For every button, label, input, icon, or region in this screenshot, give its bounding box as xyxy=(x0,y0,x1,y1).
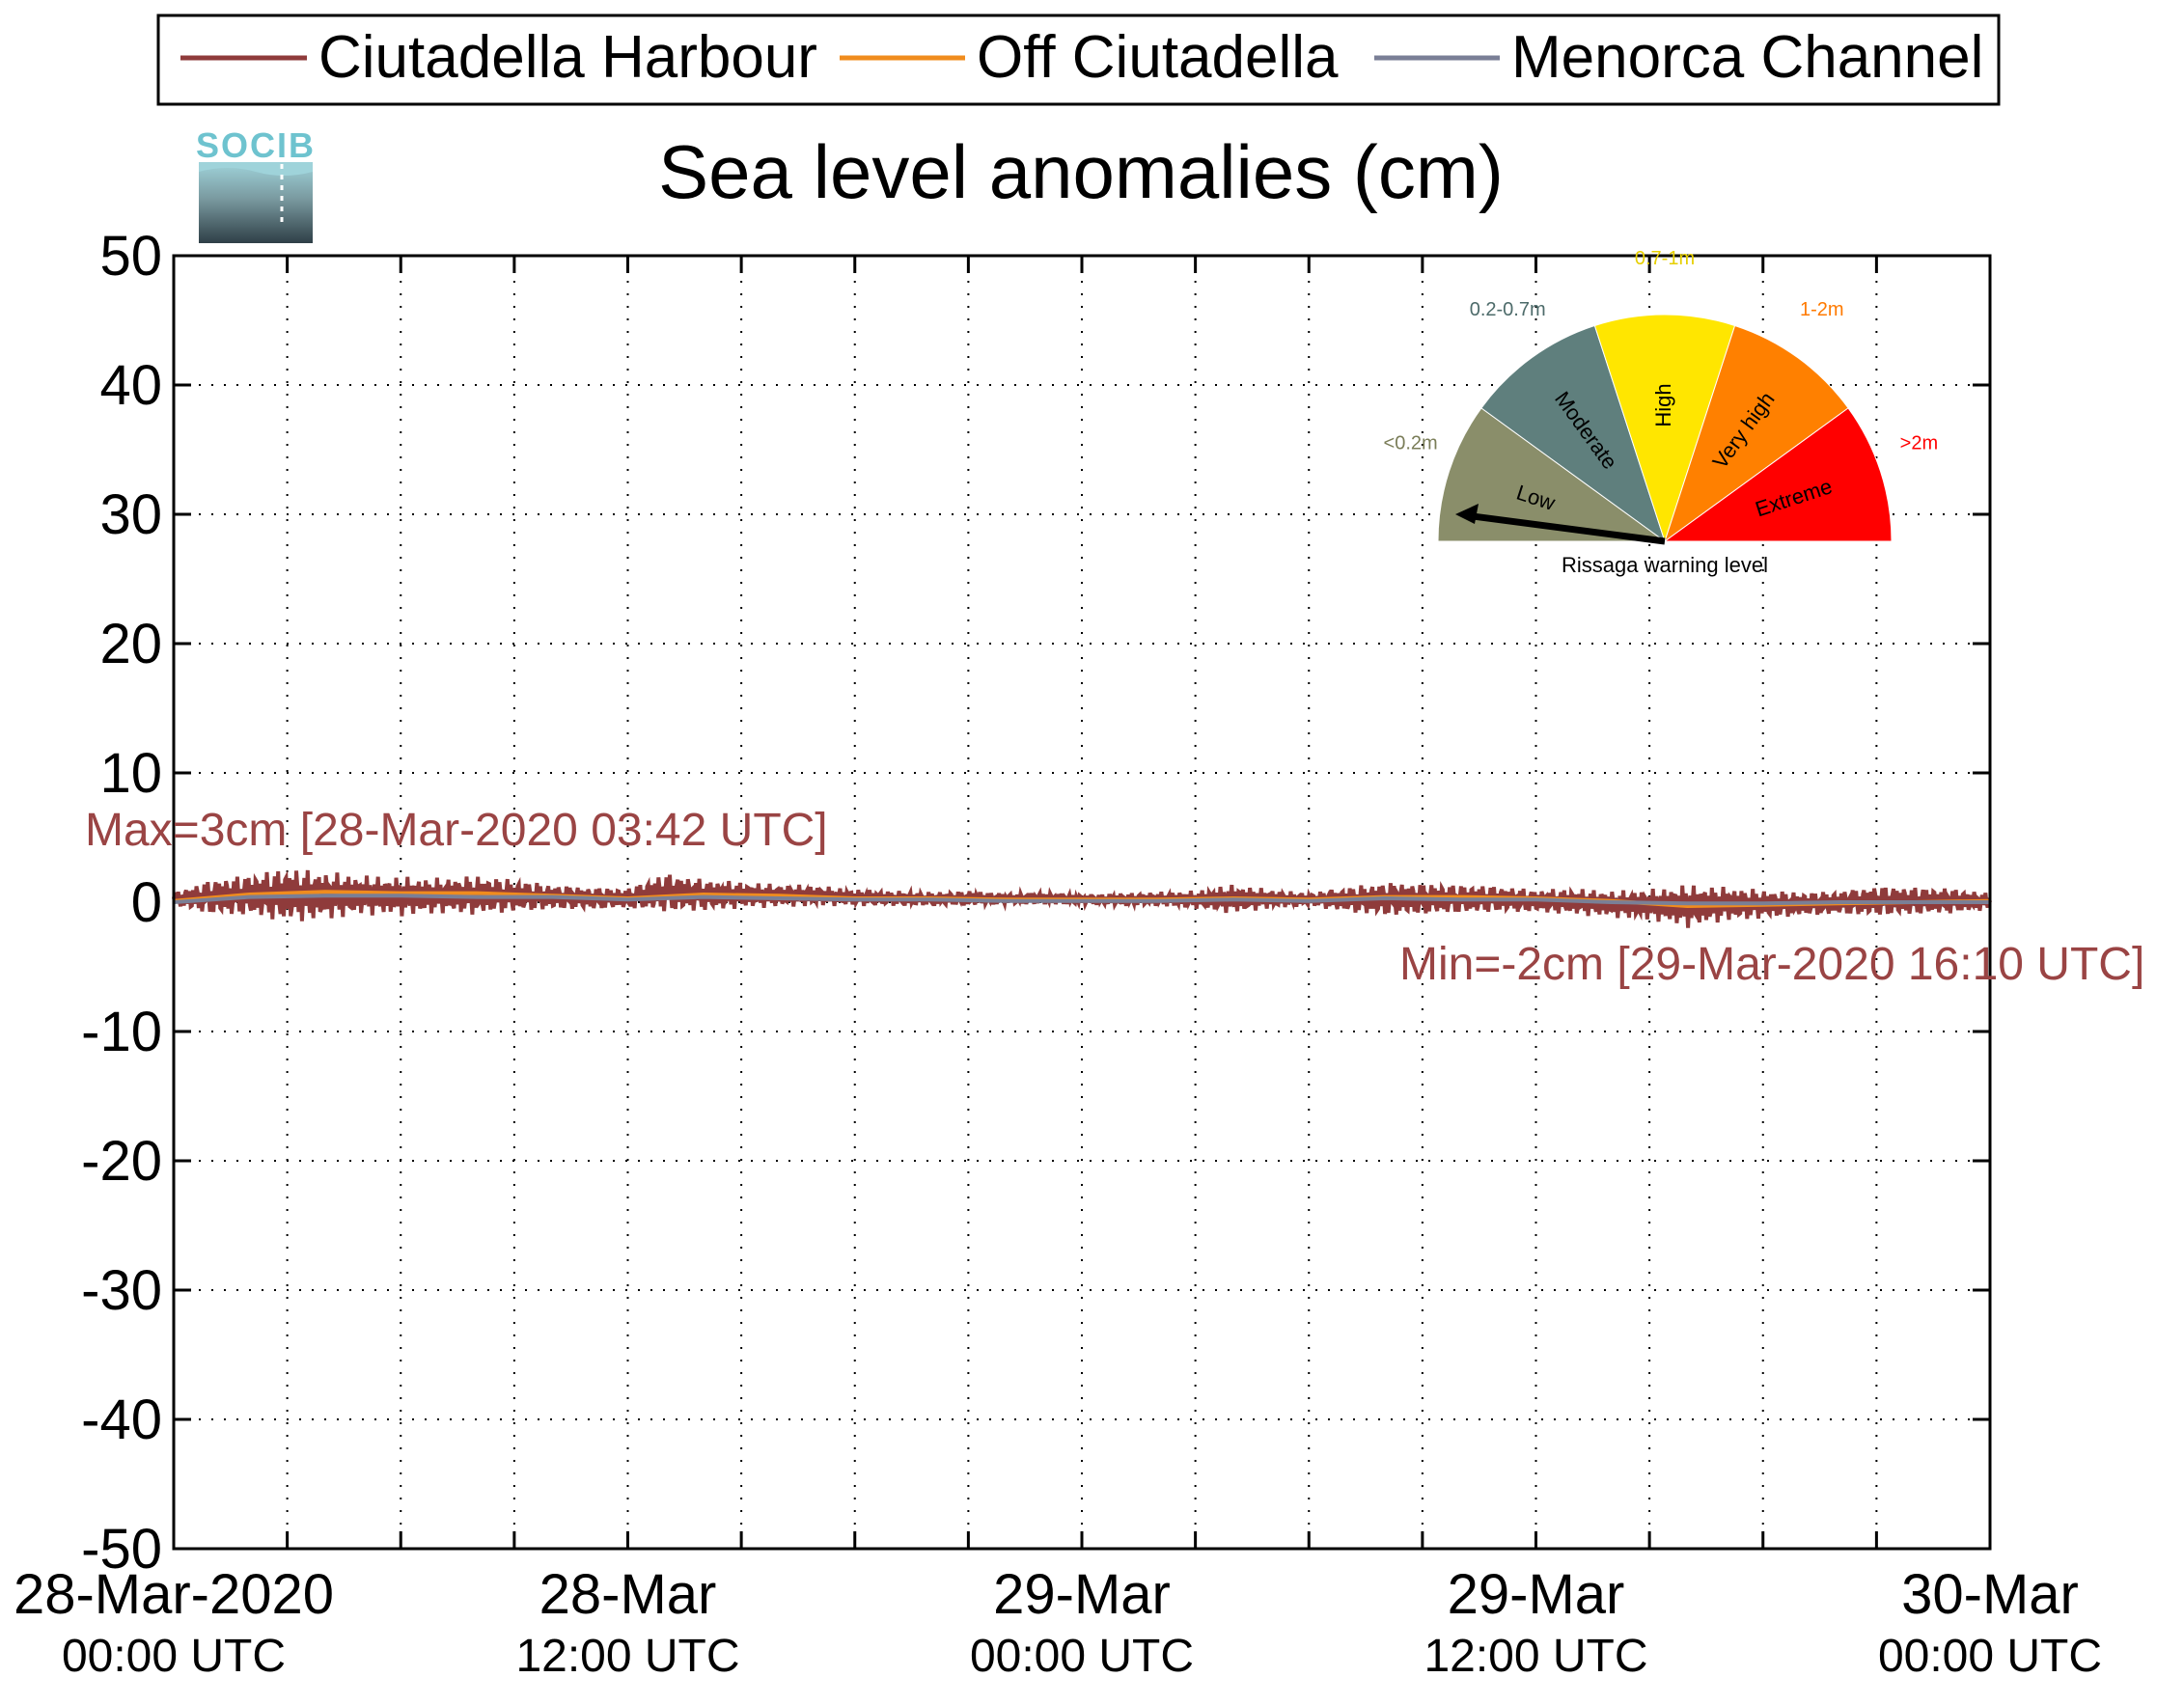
gauge-level-label: High xyxy=(1651,383,1675,426)
gauge-wedge-moderate xyxy=(1480,324,1666,543)
legend-label-ciutadella-harbour: Ciutadella Harbour xyxy=(318,24,817,91)
chart-title: Sea level anomalies (cm) xyxy=(658,129,1504,214)
gauge-wedge-very-high xyxy=(1664,324,1849,543)
y-tick-label: 0 xyxy=(131,871,162,934)
y-tick-label: 30 xyxy=(99,483,162,546)
y-tick-label: -40 xyxy=(81,1389,162,1451)
gauge-wedge-high xyxy=(1593,314,1736,543)
x-tick-label-date: 30-Mar xyxy=(1901,1563,2079,1626)
gauge-range-label: >2m xyxy=(1900,432,1938,454)
y-tick-label: 40 xyxy=(99,354,162,417)
x-tick-label-time: 12:00 UTC xyxy=(1424,1631,1647,1682)
max-annotation: Max=3cm [28-Mar-2020 03:42 UTC] xyxy=(85,805,828,856)
x-tick-label-date: 29-Mar xyxy=(1448,1563,1625,1626)
series-line-menorca-channel xyxy=(173,894,1990,906)
min-annotation: Min=-2cm [29-Mar-2020 16:10 UTC] xyxy=(1399,939,2144,990)
y-axis-tick-labels: 50 40 30 20 10 0 -10 -20 -30 -40 -50 xyxy=(81,225,162,1581)
series-lines xyxy=(172,869,1992,928)
x-tick-label-date: 29-Mar xyxy=(993,1563,1171,1626)
x-tick-label-time: 00:00 UTC xyxy=(970,1631,1194,1682)
gauge-wedge-low xyxy=(1437,407,1667,542)
gauge-needle xyxy=(1464,511,1666,545)
x-tick-label-time: 00:00 UTC xyxy=(1878,1631,2102,1682)
gauge-wedge-extreme xyxy=(1663,407,1893,542)
gauge-range-label: <0.2m xyxy=(1384,432,1438,454)
legend-box xyxy=(156,14,2001,106)
y-tick-label: 10 xyxy=(99,742,162,805)
y-tick-label: -20 xyxy=(81,1130,162,1193)
legend: Ciutadella Harbour Off Ciutadella Menorc… xyxy=(156,14,2001,106)
socib-logo: SOCIB xyxy=(196,125,316,243)
legend-label-menorca-channel: Menorca Channel xyxy=(1511,24,1983,91)
socib-logo-text: SOCIB xyxy=(196,125,316,165)
x-tick-label-date: 28-Mar-2020 xyxy=(14,1563,334,1626)
gauge-range-label: 1-2m xyxy=(1800,299,1844,320)
x-tick-label-time: 00:00 UTC xyxy=(62,1631,286,1682)
gauge-needle-head xyxy=(1455,504,1479,524)
gauge-caption: Rissaga warning level xyxy=(1562,553,1768,577)
gauge-range-label: 0.2-0.7m xyxy=(1470,299,1546,320)
x-tick-label-time: 12:00 UTC xyxy=(515,1631,739,1682)
x-tick-label-date: 28-Mar xyxy=(539,1563,717,1626)
y-tick-label: -10 xyxy=(81,1001,162,1063)
y-tick-label: 50 xyxy=(99,225,162,288)
legend-label-off-ciutadella: Off Ciutadella xyxy=(977,24,1339,91)
y-tick-label: -30 xyxy=(81,1259,162,1322)
gauge-range-label: 0.7-1m xyxy=(1635,248,1695,269)
y-tick-label: -50 xyxy=(81,1518,162,1581)
y-tick-label: 20 xyxy=(99,613,162,675)
